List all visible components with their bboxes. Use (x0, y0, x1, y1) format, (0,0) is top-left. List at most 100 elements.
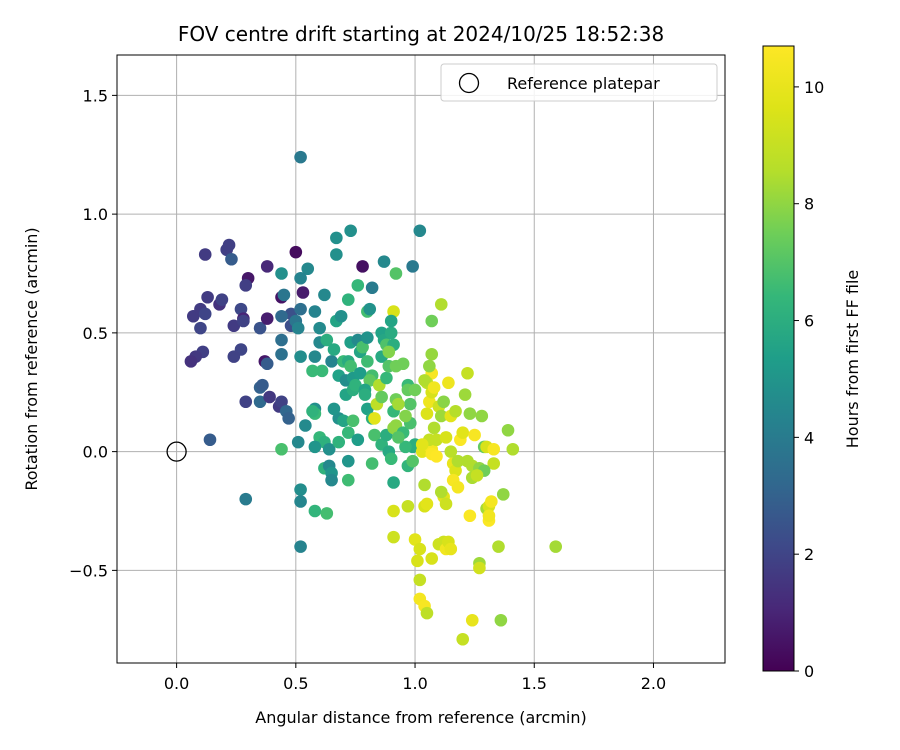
data-point (275, 442, 288, 456)
data-point (256, 378, 269, 392)
data-point (399, 440, 412, 454)
reference-marker (166, 441, 187, 462)
data-point (492, 540, 505, 553)
data-point (463, 407, 477, 420)
data-point (463, 509, 477, 523)
data-point (475, 409, 489, 423)
data-point (275, 309, 288, 323)
data-point (294, 495, 307, 508)
data-point (399, 409, 412, 423)
data-point (456, 426, 470, 439)
data-point (439, 497, 453, 511)
data-point (327, 402, 341, 416)
data-point (275, 267, 288, 280)
data-point (351, 279, 365, 292)
data-point (442, 376, 455, 390)
colorbar-ticks: 0 2 4 6 8 10 (794, 78, 824, 681)
data-point (320, 333, 334, 347)
data-point (456, 632, 470, 646)
data-point (356, 260, 369, 273)
data-point (315, 364, 329, 378)
legend: Reference platepar (440, 63, 718, 102)
data-point (341, 426, 355, 439)
data-point (384, 326, 398, 340)
data-point (358, 388, 372, 401)
data-point (334, 309, 348, 323)
data-point (389, 267, 403, 280)
data-point (365, 457, 379, 470)
data-point (368, 412, 381, 425)
data-point (346, 414, 360, 428)
data-point (260, 312, 274, 325)
y-axis-label: Rotation from reference (arcmin) (22, 227, 41, 490)
data-point (451, 480, 465, 494)
data-point (413, 224, 427, 238)
data-point (349, 378, 362, 392)
colorbar-tick-label: 8 (804, 195, 814, 214)
data-point (423, 395, 436, 409)
data-point (294, 350, 307, 363)
data-point (341, 454, 355, 468)
data-point (198, 248, 212, 261)
y-tick-label: 1.0 (83, 205, 108, 224)
data-point (289, 245, 303, 259)
data-point (225, 252, 238, 266)
data-point (363, 374, 377, 387)
data-points (184, 150, 563, 646)
data-point (275, 395, 288, 409)
y-tick-label: 1.5 (83, 86, 108, 105)
data-point (427, 421, 441, 435)
data-point (301, 262, 315, 276)
data-point (506, 442, 520, 456)
data-point (277, 288, 291, 302)
data-point (437, 395, 450, 409)
data-point (227, 350, 241, 363)
data-point (473, 561, 486, 575)
data-point (327, 343, 341, 356)
data-point (260, 260, 274, 273)
colorbar-tick-label: 10 (804, 78, 824, 97)
data-point (408, 383, 422, 397)
data-point (237, 314, 250, 328)
data-point (406, 454, 419, 468)
x-axis-ticks: 0.0 0.5 1.0 1.5 2.0 (164, 663, 666, 693)
data-point (549, 540, 563, 553)
x-tick-label: 1.5 (522, 674, 547, 693)
data-point (203, 433, 217, 447)
colorbar-label: Hours from first FF file (843, 270, 862, 449)
data-point (275, 347, 288, 361)
data-point (351, 433, 365, 447)
data-point (325, 473, 338, 487)
data-point (420, 407, 434, 420)
x-tick-label: 1.0 (402, 674, 427, 693)
x-tick-label: 0.0 (164, 674, 189, 693)
data-point (387, 476, 400, 489)
data-point (418, 374, 431, 387)
data-point (253, 321, 267, 335)
data-point (444, 445, 458, 458)
data-point (449, 464, 462, 477)
data-point (325, 355, 338, 368)
data-point (418, 478, 431, 492)
data-point (294, 540, 307, 553)
data-point (496, 488, 510, 501)
data-point (306, 364, 319, 378)
data-point (368, 428, 381, 442)
legend-entry-reference: Reference platepar (507, 74, 660, 93)
data-point (425, 552, 439, 565)
legend-reference-marker (458, 72, 480, 94)
colorbar-tick-label: 0 (804, 662, 814, 681)
data-point (387, 305, 400, 318)
plot-frame (116, 54, 726, 664)
legend-box (440, 63, 718, 102)
data-point (408, 533, 422, 546)
y-tick-label: 0.0 (83, 443, 108, 462)
data-point (392, 431, 405, 444)
data-point (215, 293, 229, 306)
data-point (415, 438, 429, 451)
data-point (382, 345, 396, 359)
data-point (413, 573, 427, 587)
data-point (201, 290, 214, 304)
data-point (260, 357, 274, 371)
